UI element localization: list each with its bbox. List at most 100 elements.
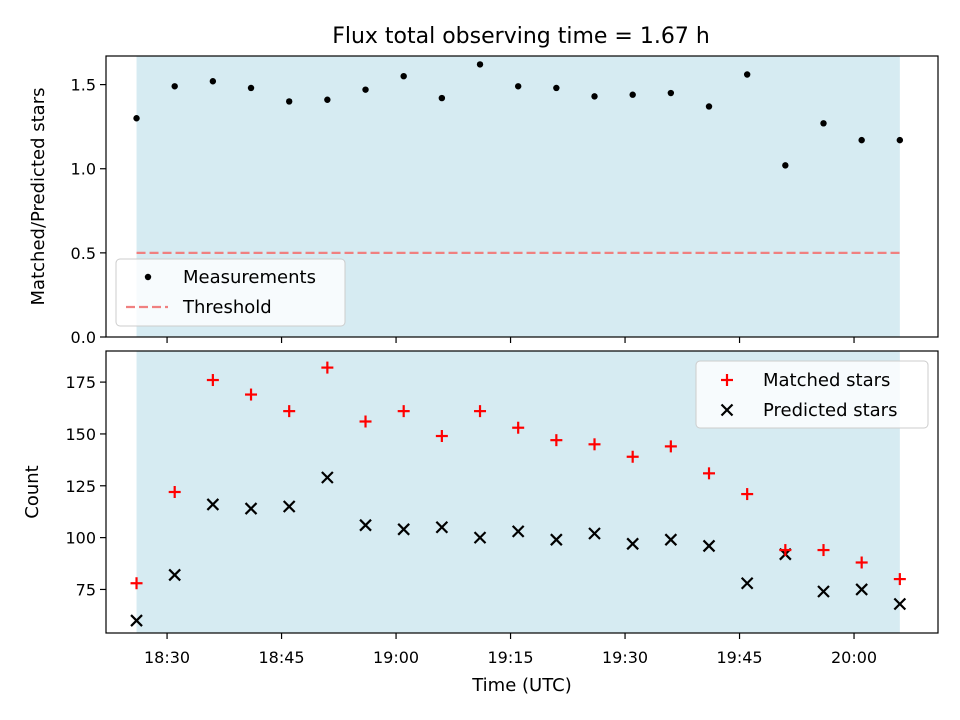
predicted-point bbox=[550, 533, 563, 546]
matched-point bbox=[741, 488, 754, 501]
x-tick-label: 19:00 bbox=[373, 648, 419, 667]
matched-point bbox=[588, 438, 601, 451]
predicted-point bbox=[206, 498, 220, 511]
predicted-point bbox=[664, 533, 678, 546]
measurement-point bbox=[476, 61, 484, 68]
predicted-point bbox=[855, 583, 868, 596]
measurement-point bbox=[820, 120, 827, 127]
measurement-point bbox=[591, 93, 598, 100]
ratio-panel: 0.0 0.5 1.0 1.5 Matched/Predicted stars Mea… bbox=[28, 55, 939, 347]
matched-point bbox=[474, 405, 487, 418]
measurement-point bbox=[858, 136, 865, 144]
x-tick-label: 19:45 bbox=[716, 648, 762, 667]
x-tick-label: 19:15 bbox=[487, 648, 533, 667]
predicted-point bbox=[817, 585, 830, 598]
predicted-points bbox=[130, 471, 907, 627]
predicted-point bbox=[282, 500, 296, 513]
measurement-point bbox=[209, 78, 217, 85]
legend-label-predicted: Predicted stars bbox=[763, 400, 897, 421]
predicted-point bbox=[397, 523, 410, 536]
matched-point bbox=[168, 486, 181, 498]
matched-point bbox=[779, 544, 792, 557]
ratio-axes-frame bbox=[105, 55, 939, 338]
matched-point bbox=[512, 421, 525, 434]
predicted-point bbox=[359, 518, 372, 532]
y-tick-label: 100 bbox=[65, 529, 96, 548]
measurement-point bbox=[629, 91, 636, 98]
matched-point bbox=[130, 577, 143, 590]
y-tick-label: 175 bbox=[65, 373, 96, 392]
measurement-point bbox=[133, 115, 140, 122]
y-tick-label: 0.0 bbox=[71, 328, 96, 347]
matched-point bbox=[397, 405, 410, 418]
count-axes-frame bbox=[105, 350, 939, 634]
y-tick-label: 75 bbox=[76, 580, 96, 599]
matched-point bbox=[245, 388, 258, 401]
measurement-point bbox=[896, 136, 904, 144]
predicted-point bbox=[130, 614, 143, 627]
legend-box bbox=[115, 258, 346, 327]
count-y-label: Count bbox=[22, 465, 43, 518]
predicted-point bbox=[893, 597, 907, 611]
predicted-point bbox=[435, 520, 449, 534]
measurement-point bbox=[400, 72, 407, 80]
x-tick-label: 20:00 bbox=[831, 648, 877, 667]
count-x-axis: 18:30 18:45 19:00 19:15 19:30 19:45 20:00 bbox=[144, 633, 877, 667]
ratio-y-axis: 0.0 0.5 1.0 1.5 bbox=[71, 76, 106, 347]
legend-marker-measurements bbox=[144, 273, 152, 281]
legend-marker-matched bbox=[721, 374, 733, 386]
measurement-point bbox=[553, 84, 560, 92]
y-tick-label: 0.5 bbox=[71, 244, 96, 263]
count-x-label: Time (UTC) bbox=[471, 675, 572, 696]
y-tick-label: 1.5 bbox=[71, 76, 96, 95]
count-legend: Matched stars Predicted stars bbox=[695, 360, 929, 429]
matched-point bbox=[703, 467, 716, 480]
measurement-point bbox=[514, 83, 522, 90]
y-tick-label: 125 bbox=[65, 477, 96, 496]
measurement-point bbox=[782, 162, 789, 169]
matched-point bbox=[626, 450, 639, 463]
legend-label-matched: Matched stars bbox=[763, 370, 890, 391]
matched-point bbox=[321, 361, 334, 374]
matched-point bbox=[550, 434, 563, 447]
predicted-point bbox=[511, 525, 525, 538]
matched-point bbox=[855, 556, 868, 569]
x-tick-label: 18:30 bbox=[144, 648, 190, 667]
count-panel: 75 100 125 150 175 18:30 18:45 19:00 19:15 19:30… bbox=[22, 350, 939, 696]
predicted-point bbox=[626, 537, 639, 551]
measurement-point bbox=[362, 86, 369, 93]
x-tick-label: 18:45 bbox=[259, 648, 305, 667]
x-tick-label: 19:30 bbox=[602, 648, 648, 667]
y-tick-label: 150 bbox=[65, 425, 96, 444]
measurement-point bbox=[171, 83, 178, 90]
predicted-point bbox=[740, 576, 754, 590]
measurement-point bbox=[324, 96, 331, 103]
predicted-point bbox=[473, 531, 487, 544]
measurement-point bbox=[705, 103, 713, 110]
legend-label-measurements: Measurements bbox=[183, 267, 316, 288]
legend-label-threshold: Threshold bbox=[182, 297, 272, 318]
matched-point bbox=[283, 405, 296, 418]
y-tick-label: 1.0 bbox=[71, 160, 96, 179]
ratio-x-axis bbox=[166, 337, 855, 343]
predicted-point bbox=[702, 539, 716, 553]
matched-point bbox=[817, 544, 830, 557]
matched-point bbox=[893, 573, 906, 586]
predicted-point bbox=[168, 568, 181, 582]
figure-title: Flux total observing time = 1.67 h bbox=[332, 24, 710, 49]
predicted-point bbox=[588, 527, 601, 540]
matched-point bbox=[206, 374, 219, 387]
measurement-point bbox=[438, 94, 446, 102]
legend-box bbox=[695, 360, 929, 429]
measurement-point bbox=[285, 98, 293, 105]
measurement-points bbox=[133, 61, 904, 169]
measurement-point bbox=[667, 89, 675, 97]
count-y-axis: 75 100 125 150 175 bbox=[65, 373, 106, 599]
measurement-point bbox=[743, 71, 751, 78]
predicted-point bbox=[321, 471, 334, 484]
predicted-point bbox=[244, 502, 258, 515]
ratio-legend: Measurements Threshold bbox=[115, 258, 346, 327]
matched-point bbox=[435, 430, 448, 443]
matched-points bbox=[130, 361, 906, 590]
